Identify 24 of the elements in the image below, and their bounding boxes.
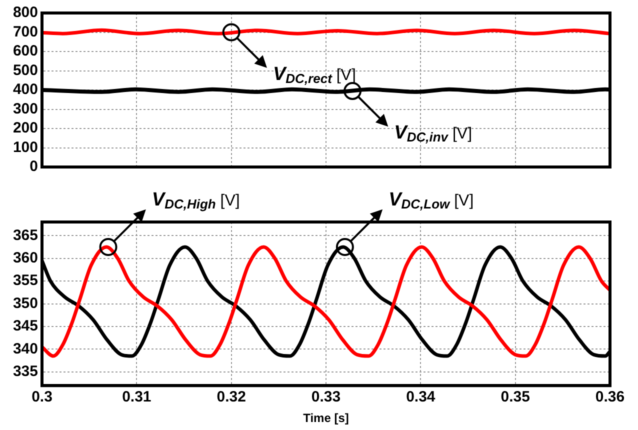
x-tick-label: 0.34 — [406, 388, 436, 406]
x-tick-label: 0.33 — [311, 388, 341, 406]
y-tick-label: 800 — [12, 4, 38, 22]
x-tick-label: 0.3 — [32, 388, 52, 406]
y-tick-label: 300 — [12, 100, 38, 118]
y-tick-label: 400 — [12, 81, 38, 98]
y-tick-label: 350 — [12, 294, 38, 312]
y-tick-label: 100 — [12, 138, 38, 156]
y-tick-label: 355 — [12, 272, 38, 290]
y-tick-label: 0 — [30, 158, 38, 176]
y-tick-label: 360 — [12, 249, 38, 266]
y-tick-label: 700 — [12, 23, 38, 40]
x-axis-title: Time [s] — [303, 411, 349, 426]
y-tick-label: 500 — [12, 62, 38, 79]
y-tick-label: 200 — [12, 120, 38, 137]
y-tick-label: 340 — [12, 340, 38, 358]
y-tick-label: 345 — [12, 318, 38, 335]
x-tick-label: 0.31 — [122, 388, 152, 406]
y-tick-label: 335 — [12, 363, 38, 380]
x-tick-label: 0.32 — [216, 388, 246, 406]
x-tick-label: 0.35 — [500, 388, 530, 406]
y-tick-label: 600 — [12, 42, 38, 60]
x-tick-label: 0.36 — [595, 388, 625, 406]
y-tick-label: 365 — [12, 226, 38, 244]
